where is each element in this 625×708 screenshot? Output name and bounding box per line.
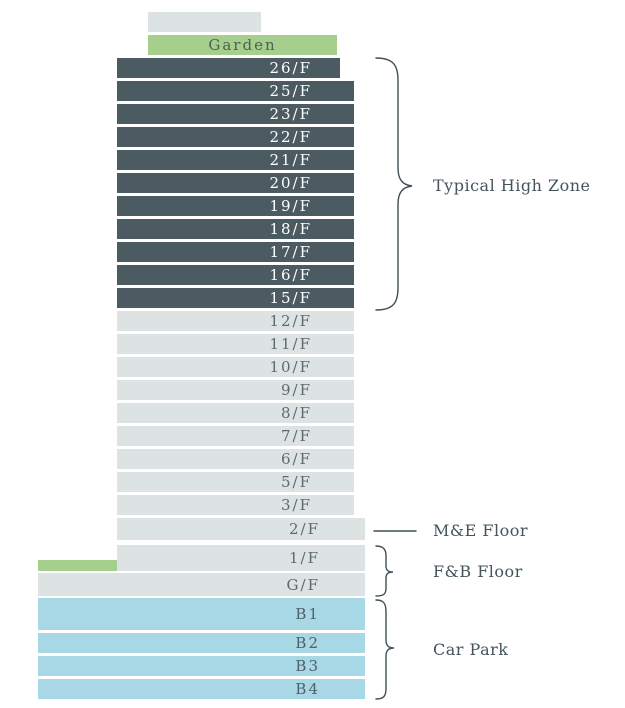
floor-label: 19/F (269, 197, 312, 215)
floor-label: Garden (208, 36, 277, 54)
floor-label: 3/F (280, 496, 312, 514)
floor-label: 22/F (269, 128, 312, 146)
car-park-brace (375, 599, 395, 700)
floor-label: 7/F (280, 427, 312, 445)
high-zone-brace (375, 57, 413, 311)
floor-1: 1/F (117, 545, 365, 571)
zone-label-car-park: Car Park (433, 640, 509, 659)
floor-label: 21/F (269, 151, 312, 169)
floor-25: 25/F (117, 81, 354, 101)
floor-9: 9/F (117, 380, 354, 400)
zone-label-me: M&E Floor (433, 521, 529, 540)
floor-6: 6/F (117, 449, 354, 469)
floor-label: 18/F (269, 220, 312, 238)
floor-label: B1 (295, 605, 320, 623)
floor-label: 1/F (288, 549, 320, 567)
floor-23: 23/F (117, 104, 354, 124)
floor-18: 18/F (117, 219, 354, 239)
floor-g: G/F (38, 573, 365, 596)
floor-label: 26/F (269, 59, 312, 77)
floor-15: 15/F (117, 288, 354, 308)
floor-label: 6/F (280, 450, 312, 468)
floor-2: 2/F (117, 518, 365, 540)
floor-label: B2 (295, 634, 320, 652)
floor-3: 3/F (117, 495, 354, 515)
floor-label: 16/F (269, 266, 312, 284)
floor-label: 10/F (269, 358, 312, 376)
floor-label: 8/F (280, 404, 312, 422)
floor-b3: B3 (38, 656, 365, 676)
floor-label: G/F (286, 575, 320, 594)
floor-26: 26/F (117, 58, 340, 78)
fb-brace (375, 545, 394, 597)
floor-12: 12/F (117, 311, 354, 331)
floor-19: 19/F (117, 196, 354, 216)
floor-16: 16/F (117, 265, 354, 285)
floor-label: 20/F (269, 174, 312, 192)
floor-22: 22/F (117, 127, 354, 147)
floor-17: 17/F (117, 242, 354, 262)
floor-10: 10/F (117, 357, 354, 377)
roof-cap (148, 12, 261, 32)
floor-label: 23/F (269, 105, 312, 123)
floor-label: 15/F (269, 289, 312, 307)
floor-label: 11/F (269, 335, 312, 353)
floor-b1: B1 (38, 598, 365, 630)
floor-label: 2/F (288, 520, 320, 538)
floor-5: 5/F (117, 472, 354, 492)
zone-label-fb: F&B Floor (433, 562, 523, 581)
podium-garden (38, 560, 117, 571)
floor-7: 7/F (117, 426, 354, 446)
floor-label: B4 (295, 680, 320, 698)
floor-11: 11/F (117, 334, 354, 354)
floor-8: 8/F (117, 403, 354, 423)
floor-b4: B4 (38, 679, 365, 699)
floor-label: 17/F (269, 243, 312, 261)
floor-label: 9/F (280, 381, 312, 399)
floor-b2: B2 (38, 633, 365, 653)
floor-label: 25/F (269, 82, 312, 100)
floor-20: 20/F (117, 173, 354, 193)
floor-label: 12/F (269, 312, 312, 330)
floor-label: B3 (295, 657, 320, 675)
floor-garden: Garden (148, 35, 337, 55)
floor-label: 5/F (280, 473, 312, 491)
zone-label-high: Typical High Zone (433, 176, 591, 195)
floor-21: 21/F (117, 150, 354, 170)
